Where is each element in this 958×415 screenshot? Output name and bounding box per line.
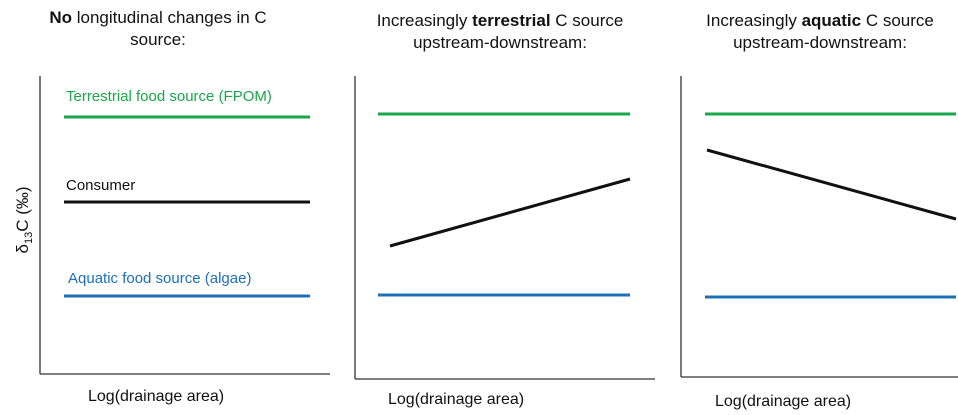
panel2-title-pre: Increasingly bbox=[376, 11, 473, 30]
panel1-title: No longitudinal changes in C source: bbox=[8, 7, 308, 51]
y-label-sub: 13 bbox=[23, 231, 36, 245]
panel3-title-post: C source bbox=[861, 11, 934, 30]
panel2-consumer-line bbox=[389, 177, 631, 248]
panel3-title-line2: upstream-downstream: bbox=[733, 33, 907, 52]
panel1-x-label: Log(drainage area) bbox=[88, 388, 225, 405]
terrestrial-label: Terrestrial food source (FPOM) bbox=[66, 88, 272, 105]
panel3-title: Increasingly aquatic C source upstream-d… bbox=[680, 10, 958, 54]
panel3-x-label: Log(drainage area) bbox=[715, 393, 852, 410]
y-label-delta: δ bbox=[12, 244, 32, 254]
panel1-title-bold: No bbox=[49, 8, 72, 27]
panel2-title-bold: terrestrial bbox=[472, 11, 551, 30]
y-label-rest: C (‰) bbox=[12, 186, 32, 232]
panel3-title-pre: Increasingly bbox=[706, 11, 802, 30]
panel2-x-label: Log(drainage area) bbox=[388, 391, 525, 408]
panel2-title-post: C source bbox=[550, 11, 624, 30]
panel2-title: Increasingly terrestrial C source upstre… bbox=[350, 10, 650, 54]
aquatic-label: Aquatic food source (algae) bbox=[68, 270, 252, 287]
consumer-label: Consumer bbox=[66, 177, 136, 194]
panel2-title-line2: upstream-downstream: bbox=[413, 33, 587, 52]
panel1-title-line1: longitudinal changes in C bbox=[71, 8, 267, 27]
panel3-title-bold: aquatic bbox=[801, 11, 862, 30]
panel3-consumer-line bbox=[706, 148, 957, 221]
panel1-title-line2: source: bbox=[130, 30, 186, 49]
